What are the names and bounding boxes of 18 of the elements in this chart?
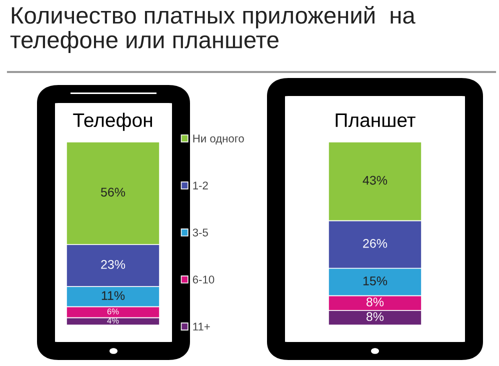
x-tick-label: Телефон (73, 112, 152, 131)
data-label: 56% (100, 188, 126, 197)
data-label: 15% (363, 276, 388, 286)
data-label: 8% (366, 298, 384, 306)
data-label: 8% (366, 312, 384, 322)
x-tick-label: Планшет (336, 113, 416, 128)
legend-label: 3-5 (192, 228, 208, 236)
legend-label: 11+ (193, 322, 210, 330)
legend-label: 6-10 (192, 276, 214, 284)
data-label: 23% (101, 260, 126, 269)
legend-label: 1-2 (193, 182, 208, 190)
data-label: 43% (362, 176, 388, 185)
data-label: 26% (363, 238, 388, 248)
data-label: 4% (107, 318, 119, 324)
data-label: 11% (102, 291, 125, 300)
data-label: 6% (107, 308, 119, 314)
chart-title: Количество платных приложений на телефоне или планшете (10, 6, 416, 53)
legend-label: Ни одного (193, 134, 244, 145)
